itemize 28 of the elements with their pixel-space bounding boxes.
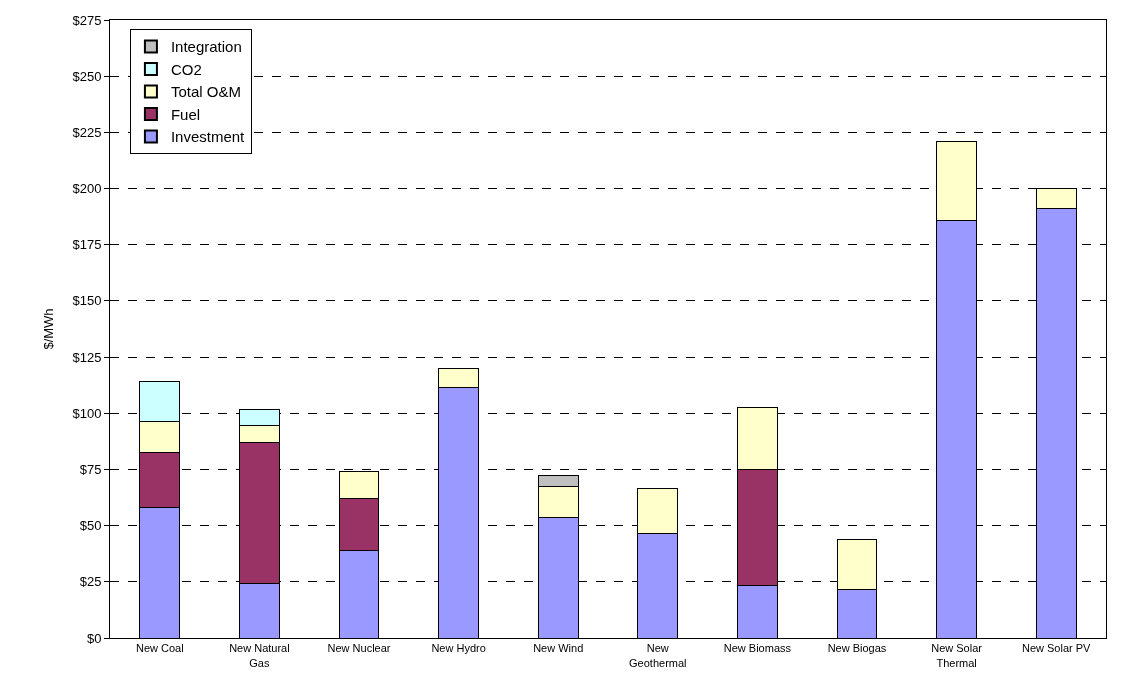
y-axis-title: $/MWh	[41, 308, 57, 350]
y-tick-label: $75	[79, 462, 102, 477]
x-tick-label: New Nuclear	[327, 642, 391, 655]
x-tick-label: New Natural Gas	[229, 642, 290, 669]
x-tick-label: New Hydro	[431, 642, 486, 655]
x-tick-label: New Solar Thermal	[931, 642, 983, 669]
legend-label: Total O&M	[170, 83, 241, 101]
y-tick-label: $100	[72, 405, 102, 421]
x-tick-label: New Biomass	[723, 642, 792, 655]
x-tick-label: New Biogas	[827, 642, 887, 655]
legend-label: Investment	[170, 128, 246, 146]
legend-label: Fuel	[170, 105, 201, 123]
x-tick-label: New Geothermal	[629, 642, 687, 669]
y-tick-label: $25	[79, 574, 102, 590]
legend-label: Integration	[170, 38, 242, 56]
y-tick-label: $125	[72, 349, 102, 365]
legend-label: CO2	[170, 60, 202, 78]
y-tick-label: $225	[72, 124, 102, 140]
y-tick-label: $50	[79, 518, 102, 534]
x-tick-label: New Coal	[135, 642, 184, 655]
y-tick-label: $175	[72, 237, 102, 253]
y-tick-label: $200	[72, 181, 102, 197]
y-tick-label: $250	[72, 68, 102, 84]
y-tick-label: $150	[72, 293, 102, 309]
x-tick-label: New Solar PV	[1021, 642, 1092, 655]
y-tick-label: $0	[86, 630, 102, 646]
y-tick-label: $275	[72, 12, 102, 28]
x-tick-label: New Wind	[533, 642, 584, 655]
